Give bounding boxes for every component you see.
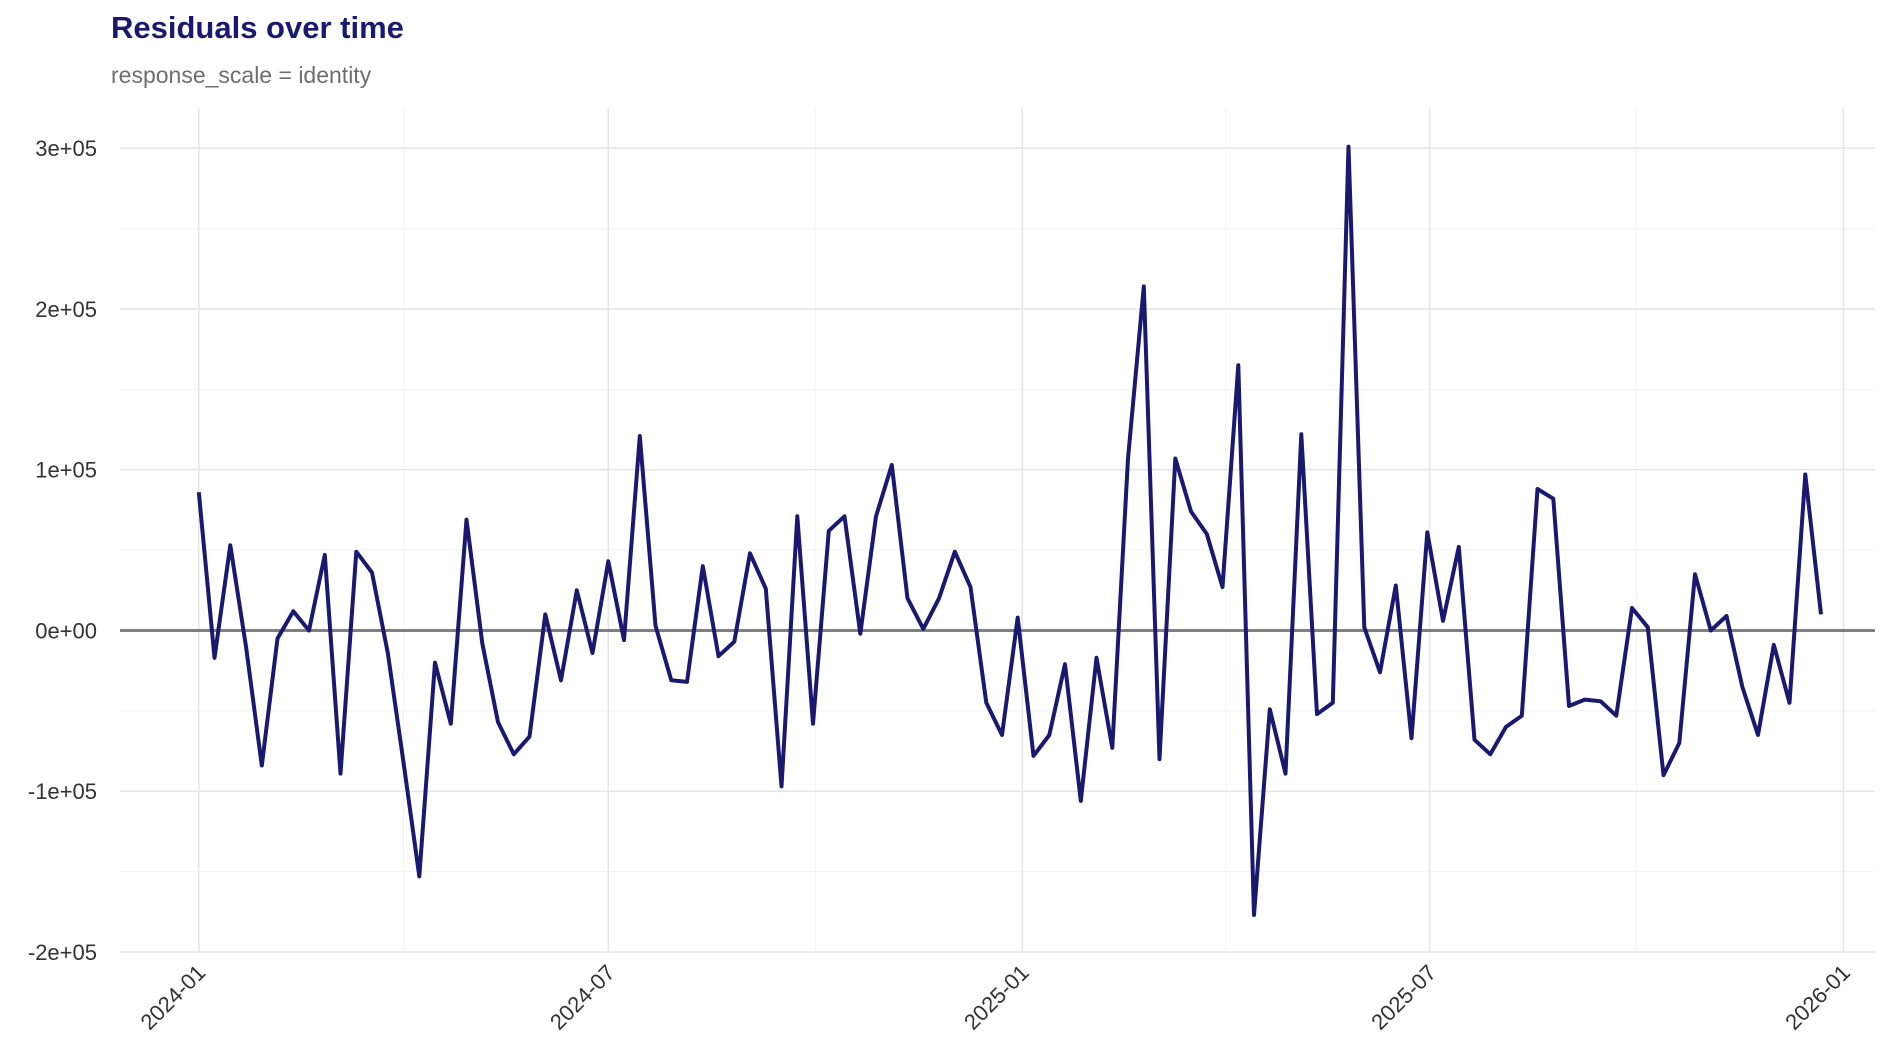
x-tick-label: 2026-01: [1780, 960, 1855, 1035]
residual-series-line: [196, 144, 1823, 917]
x-axis-ticks: 2024-01 2024-07 2025-01 2025-07 2026-01: [136, 960, 1856, 1035]
y-tick-label: -2e+05: [28, 940, 97, 965]
chart-title: Residuals over time: [111, 10, 404, 45]
y-axis-ticks: -2e+05 -1e+05 0e+00 1e+05 2e+05 3e+05: [28, 136, 97, 965]
grid-lines: [120, 108, 1875, 953]
y-tick-label: 1e+05: [35, 458, 97, 483]
x-tick-label: 2024-01: [136, 960, 211, 1035]
series-group: [196, 144, 1823, 917]
y-tick-label: 0e+00: [35, 618, 97, 643]
x-tick-label: 2024-07: [545, 960, 620, 1035]
y-tick-label: 2e+05: [35, 297, 97, 322]
x-tick-label: 2025-01: [959, 960, 1034, 1035]
y-tick-label: -1e+05: [28, 779, 97, 804]
y-tick-label: 3e+05: [35, 136, 97, 161]
x-tick-label: 2025-07: [1366, 960, 1441, 1035]
chart-subtitle: response_scale = identity: [111, 62, 372, 88]
